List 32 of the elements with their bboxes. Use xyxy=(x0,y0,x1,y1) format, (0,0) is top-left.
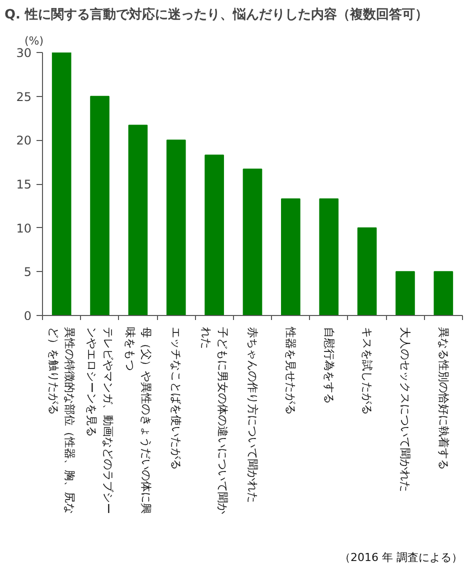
bar xyxy=(357,227,377,316)
bar xyxy=(204,154,224,316)
x-tick-label: キスを試したがる xyxy=(360,326,374,415)
y-tick-label: 30 xyxy=(16,46,32,60)
x-tick-label: 異なる性別の恰好に執着する xyxy=(436,326,450,470)
y-tick-label: 10 xyxy=(16,221,32,236)
x-tick-label: 子どもに男女の体の違いについて聞かれた xyxy=(200,326,229,514)
bar xyxy=(281,198,300,316)
x-tick-label: 性器を見せたがる xyxy=(284,326,298,415)
bar xyxy=(319,198,339,316)
x-tick-label: 大人のセックスについて聞かれた xyxy=(398,326,412,492)
x-tick-label: 異性の特徴的な部位（性器、胸、尻など）を触りたがる xyxy=(46,326,76,514)
y-tick-label: 15 xyxy=(16,178,32,192)
bar xyxy=(128,124,148,316)
chart-title: Q. 性に関する言動で対応に迷ったり、悩んだりした内容（複数回答可） xyxy=(4,6,428,22)
x-tick-label: テレビやマンガ、動画などのラブシーンやエロシーンを見る xyxy=(85,326,114,514)
bar xyxy=(434,271,454,316)
x-tick-label: 母（父）や異性のきょうだいの体に興味をもつ xyxy=(123,326,153,514)
bar xyxy=(52,52,72,316)
y-axis-title: (%) xyxy=(24,34,44,48)
y-tick-label: 5 xyxy=(24,265,32,280)
text: （2016 年 調査による） xyxy=(340,551,463,564)
bar xyxy=(396,271,415,316)
x-tick-label: 赤ちゃんの作り方について聞かれた xyxy=(246,326,259,503)
y-tick-label: 20 xyxy=(16,134,32,148)
bar xyxy=(242,168,262,316)
x-tick-label: エッチなことばを使いたがる xyxy=(170,326,183,470)
x-tick-label: 自慰行為をする xyxy=(322,326,336,404)
y-tick-label: 0 xyxy=(24,309,32,323)
bar xyxy=(166,140,186,316)
bar xyxy=(90,96,110,316)
y-tick-label: 25 xyxy=(16,90,32,104)
